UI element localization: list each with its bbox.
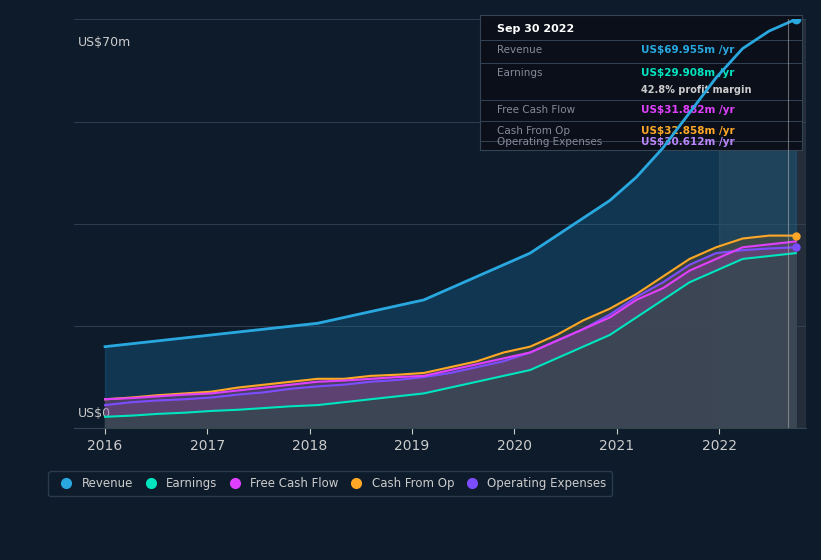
Text: US$70m: US$70m: [78, 36, 131, 49]
Legend: Revenue, Earnings, Free Cash Flow, Cash From Op, Operating Expenses: Revenue, Earnings, Free Cash Flow, Cash …: [48, 472, 612, 496]
Text: US$0: US$0: [78, 407, 111, 421]
Bar: [719, 19, 806, 428]
